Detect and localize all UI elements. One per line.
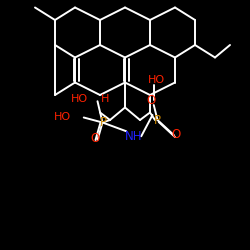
- Text: O: O: [90, 132, 100, 145]
- Text: HO: HO: [70, 94, 88, 104]
- Text: O: O: [146, 94, 156, 106]
- Text: P: P: [100, 116, 107, 129]
- Text: HO: HO: [54, 112, 71, 122]
- Text: NH: NH: [125, 130, 142, 143]
- Text: O: O: [172, 128, 181, 141]
- Text: H: H: [101, 94, 109, 104]
- Text: HO: HO: [148, 75, 165, 85]
- Text: P: P: [154, 114, 161, 126]
